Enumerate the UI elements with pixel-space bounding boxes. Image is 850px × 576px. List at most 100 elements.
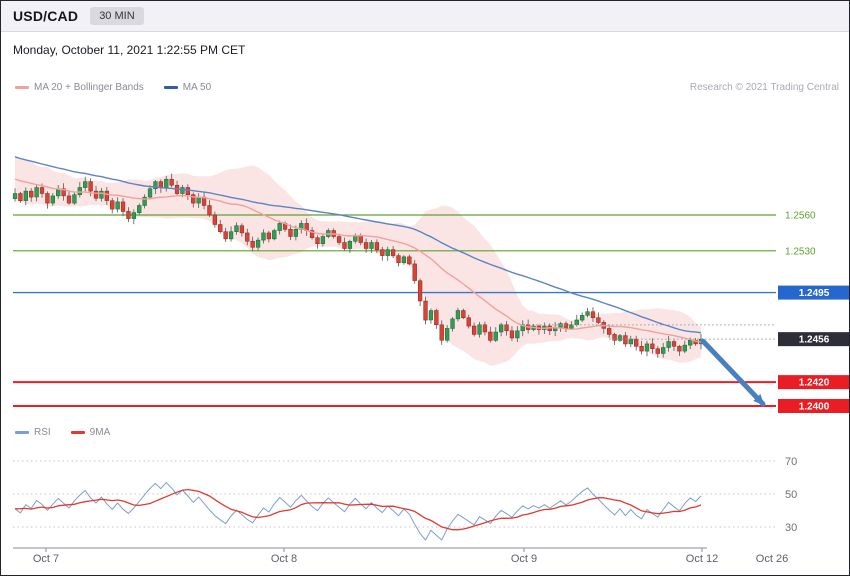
candle-body (412, 263, 417, 281)
candle-body (336, 236, 342, 243)
candle-body (428, 310, 434, 321)
candle-body (245, 232, 250, 242)
candle-body (153, 181, 158, 190)
candle-body (688, 340, 693, 346)
candle-body (569, 324, 574, 329)
candle-body (363, 242, 369, 249)
candle-body (18, 193, 23, 201)
candle-body (380, 249, 385, 256)
candle-body (320, 236, 326, 244)
candle-body (585, 311, 590, 316)
candle-body (644, 343, 650, 352)
candle-body (83, 181, 88, 188)
candle-body (612, 334, 617, 341)
candle-body (596, 317, 601, 323)
rsi-level-label-70: 70 (785, 456, 797, 468)
candle-body (34, 187, 39, 198)
candle-body (482, 324, 488, 333)
legend-ma20-label: MA 20 + Bollinger Bands (34, 82, 144, 93)
candle-body (88, 181, 93, 192)
candle-body (628, 338, 633, 345)
candle-body (39, 187, 45, 194)
candle-body (509, 330, 515, 339)
level-label-box-1.2400 (778, 399, 849, 413)
candle-body (423, 300, 428, 321)
candle-body (477, 324, 482, 335)
legend-rsi-label: RSI (34, 427, 51, 438)
candle-body (374, 242, 380, 250)
candle-body (450, 318, 455, 329)
candle-body (147, 188, 153, 198)
candle-body (407, 256, 412, 265)
candle-body (558, 323, 563, 328)
candle-body (623, 335, 628, 345)
candle-body (93, 190, 99, 199)
candle-body (23, 190, 28, 201)
candle-body (228, 231, 234, 240)
candle-body (666, 341, 671, 348)
candle-body (61, 188, 66, 197)
candle-body (185, 187, 191, 195)
candle-body (115, 201, 120, 210)
candle-body (655, 348, 660, 354)
candle-body (50, 195, 55, 204)
candle-body (29, 190, 34, 198)
candle-body (309, 230, 315, 238)
ma20-bollinger-swatch-icon (15, 86, 29, 89)
candle-body (466, 317, 471, 327)
candle-body (580, 315, 585, 321)
level-label-1.2400: 1.2400 (799, 402, 830, 413)
ma20-line (14, 178, 702, 343)
level-label-box-1.2495 (778, 285, 849, 300)
candle-body (434, 310, 439, 326)
candle-body (390, 249, 396, 256)
candle-body (72, 194, 77, 204)
candle-body (191, 194, 196, 204)
candle-body (169, 178, 174, 186)
candle-body (239, 225, 245, 234)
level-label-1.2530: 1.2530 (785, 246, 816, 257)
candle-body (99, 190, 104, 199)
candle-body (639, 346, 644, 352)
candle-body (401, 256, 407, 264)
candle-body (293, 229, 299, 237)
level-label-1.2495: 1.2495 (799, 288, 830, 299)
candle-body (574, 319, 579, 326)
level-label-box-1.2420 (778, 375, 849, 390)
candle-body (120, 201, 126, 212)
candle-body (142, 196, 147, 206)
candle-body (137, 205, 142, 213)
candle-body (504, 324, 509, 332)
symbol-title: USD/CAD (13, 8, 79, 24)
candle-body (682, 344, 687, 352)
ma50-line (14, 156, 702, 334)
candle-body (66, 195, 72, 204)
rsi-legend: RSI 9MA (15, 427, 110, 438)
candle-body (207, 205, 212, 216)
candle-body (110, 200, 115, 210)
candle-body (234, 225, 239, 232)
candle-body (180, 187, 185, 194)
candle-body (369, 242, 374, 249)
candle-body (396, 255, 401, 264)
rsi-level-label-50: 50 (785, 489, 797, 501)
last-price-box (778, 332, 849, 347)
x-axis-label-Oct-9: Oct 9 (511, 553, 537, 565)
level-label-1.2420: 1.2420 (799, 378, 830, 389)
legend-item-ma50: MA 50 (163, 82, 211, 93)
candle-body (563, 323, 569, 329)
candle-body (164, 178, 169, 188)
legend-item-ma20-bollinger: MA 20 + Bollinger Bands (15, 82, 144, 93)
candle-body (515, 330, 520, 339)
candle-body (104, 190, 109, 201)
candle-body (488, 331, 493, 341)
projection-arrow (700, 338, 766, 407)
ma50-swatch-icon (163, 86, 178, 89)
candle-body (455, 310, 461, 320)
candle-body (196, 196, 201, 204)
candle-body (417, 280, 423, 302)
candle-body (212, 214, 218, 225)
timeframe-badge[interactable]: 30 MIN (90, 7, 144, 25)
rsi-9ma-swatch-icon (70, 431, 85, 434)
